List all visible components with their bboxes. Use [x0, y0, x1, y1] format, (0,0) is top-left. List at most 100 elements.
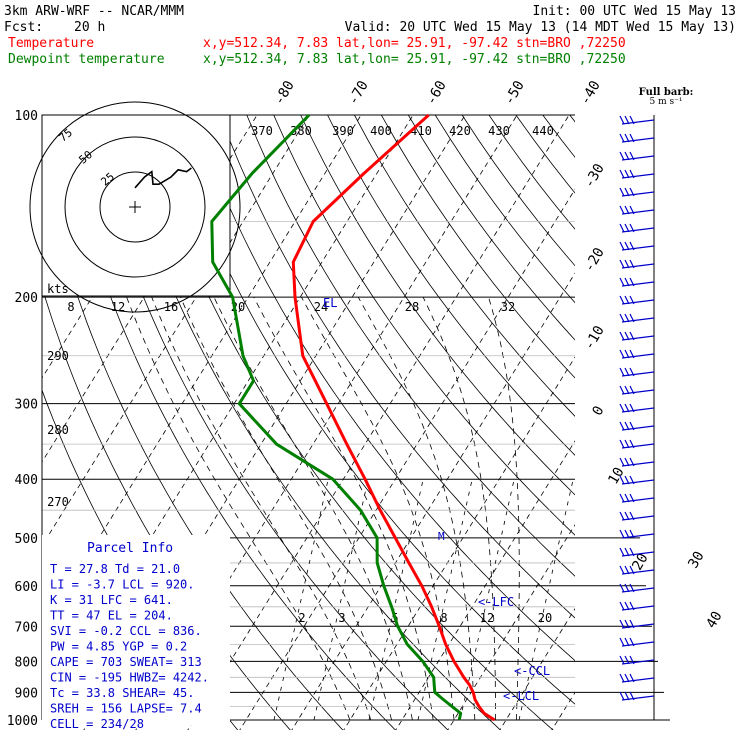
wind-barb-flag	[624, 457, 630, 467]
dry-adiabat	[219, 115, 575, 619]
wind-barb-staff	[621, 497, 655, 503]
wind-barb-flag	[629, 349, 635, 359]
mixing-ratio-label: 3	[338, 611, 345, 625]
wind-barb	[619, 619, 655, 629]
dry-adiabat	[327, 115, 575, 456]
wind-barb-staff	[621, 641, 655, 647]
pressure-tick-label: 500	[15, 532, 38, 547]
wind-barb	[619, 277, 655, 287]
dewpoint-station-info: x,y=512.34, 7.83 lat,lon= 25.91, -97.42 …	[203, 52, 626, 67]
moist-adiabat	[301, 296, 455, 721]
parcel-info-panel: Parcel Info T = 27.8 Td = 21.0 LI = -3.7 L…	[42, 535, 230, 731]
wind-barb-flag	[624, 439, 630, 449]
wind-barb-flag	[619, 115, 625, 125]
wind-barb-staff	[621, 137, 655, 143]
wind-barb-flag	[624, 367, 630, 377]
wind-barb-flag	[624, 259, 630, 269]
wind-barb	[619, 655, 655, 665]
wind-barb	[619, 367, 655, 377]
wind-barb	[619, 601, 655, 611]
forecast-label: Fcst:	[4, 20, 43, 35]
wind-barb-flag	[624, 583, 630, 593]
dry-adiabat	[407, 115, 575, 341]
hodograph-ring	[99, 171, 171, 243]
parcel-info-line: K = 31 LFC = 641.	[50, 593, 173, 607]
dry-adiabat	[246, 115, 575, 577]
theta-e-label: 280	[47, 423, 69, 437]
mixing-ratio-line	[368, 479, 424, 721]
wind-barb	[619, 511, 655, 521]
wind-barb-flag	[619, 475, 625, 485]
wind-barb-staff	[621, 659, 655, 665]
dry-adiabat	[84, 115, 449, 730]
parcel-info-line: SVI = -0.2 CCL = 836.	[50, 624, 202, 638]
pressure-tick-label: 600	[15, 580, 38, 595]
hodograph-speed-label: 8	[67, 300, 74, 314]
dewpoint-legend: Dewpoint temperature	[8, 52, 165, 67]
theta-label: 410	[410, 124, 432, 138]
wind-barb	[619, 439, 655, 449]
parcel-info-line: CELL = 234/28	[50, 717, 144, 731]
pressure-tick-label: 900	[15, 686, 38, 701]
dry-adiabat	[165, 115, 575, 705]
wind-barb-staff	[621, 695, 655, 701]
wind-barb-flag	[624, 169, 630, 179]
parcel-info-line: LI = -3.7 LCL = 920.	[50, 578, 195, 592]
dry-adiabat	[434, 115, 575, 304]
isotherm-label: -60	[423, 78, 450, 108]
valid-time: Valid: 20 UTC Wed 15 May 13 (14 MDT Wed …	[345, 20, 736, 35]
wind-barb	[619, 583, 655, 593]
wind-barb	[619, 637, 655, 647]
dry-adiabat	[138, 115, 554, 730]
wind-barb-flag	[629, 133, 635, 143]
wind-barb-flag	[624, 385, 630, 395]
mixing-ratio-line	[313, 479, 369, 721]
wind-barb	[619, 223, 655, 233]
isotherm-line	[187, 115, 570, 730]
wind-barb-flag	[619, 295, 625, 305]
isotherm-line	[135, 115, 518, 730]
wind-barb-flag	[624, 313, 630, 323]
dry-adiabat	[111, 115, 502, 730]
mixing-ratio-label: 8	[440, 611, 447, 625]
parcel-info-title: Parcel Info	[87, 541, 173, 556]
wind-barb	[619, 331, 655, 341]
isotherm-line	[0, 102, 5, 733]
wind-barb-staff	[621, 155, 655, 161]
wind-barb-staff	[621, 605, 655, 611]
wind-barb-flag	[629, 421, 635, 431]
wind-barb-flag	[619, 349, 625, 359]
mixing-ratio-line	[417, 479, 473, 721]
isotherm-line	[42, 115, 414, 715]
wind-barb-flag	[629, 367, 635, 377]
wind-barb-flag	[624, 421, 630, 431]
wind-barb	[619, 421, 655, 431]
wind-barb-flag	[624, 133, 630, 143]
wind-barb-flag	[629, 241, 635, 251]
isotherm-label: -20	[581, 245, 608, 275]
dry-adiabat	[300, 115, 575, 496]
moist-adiabat	[213, 296, 413, 721]
wind-barb-flag	[624, 349, 630, 359]
wind-barb-flag	[629, 691, 635, 701]
pressure-tick-label: 1000	[7, 714, 38, 729]
wind-barb-flag	[624, 223, 630, 233]
wind-barbs	[619, 115, 655, 701]
wind-barb-flag	[619, 367, 625, 377]
wind-barb-flag	[624, 295, 630, 305]
wind-barb-flag	[629, 439, 635, 449]
wind-barb	[619, 115, 655, 125]
wind-barb-flag	[629, 259, 635, 269]
wind-barb-staff	[621, 443, 655, 449]
isotherm-line	[83, 115, 466, 730]
el-label: EL	[323, 296, 337, 310]
pressure-tick-label: 200	[15, 291, 38, 306]
isotherm-label: 10	[605, 465, 627, 488]
wind-barb-flag	[624, 277, 630, 287]
wind-barb-flag	[619, 277, 625, 287]
wind-barb-flag	[619, 565, 625, 575]
isotherm-line	[42, 115, 362, 631]
wind-barb	[619, 475, 655, 485]
moist-adiabat	[126, 296, 351, 721]
